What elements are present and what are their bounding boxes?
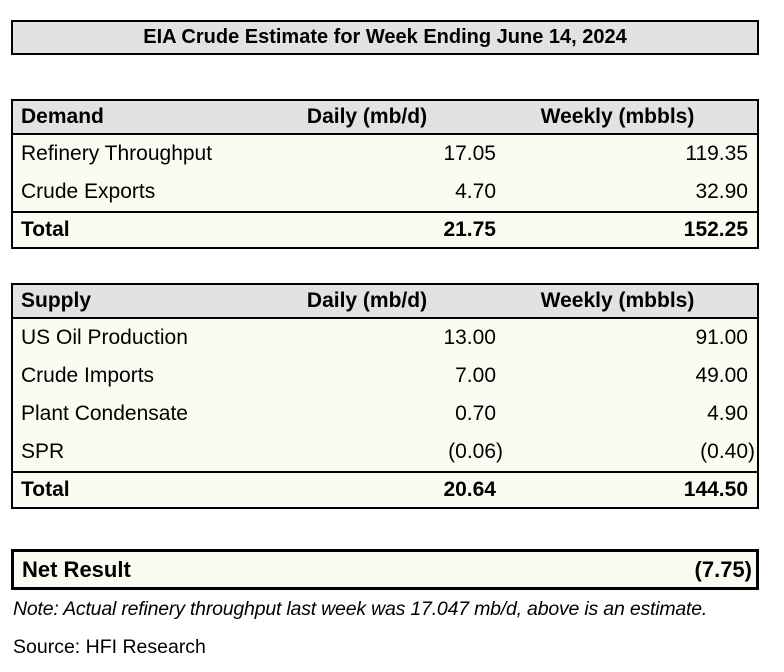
table-row: US Oil Production 13.00 91.00	[13, 319, 757, 357]
row-weekly-value: 119.35	[685, 142, 748, 165]
row-weekly-value: 91.00	[695, 326, 748, 349]
demand-table: Demand Daily (mb/d) Weekly (mbbls) Refin…	[11, 99, 759, 249]
supply-table: Supply Daily (mb/d) Weekly (mbbls) US Oi…	[11, 283, 759, 509]
demand-header-row: Demand Daily (mb/d) Weekly (mbbls)	[13, 101, 757, 135]
total-weekly-value: 152.25	[683, 218, 748, 241]
demand-header-daily: Daily (mb/d)	[306, 105, 428, 128]
row-daily-value: 13.00	[443, 326, 496, 349]
row-daily-value: (0.06)	[448, 440, 503, 463]
total-label: Total	[21, 478, 70, 501]
table-row: Plant Condensate 0.70 4.90	[13, 395, 757, 433]
row-daily-value: 17.05	[443, 142, 496, 165]
demand-header-weekly: Weekly (mbbls)	[540, 105, 695, 128]
row-weekly-value: (0.40)	[700, 440, 755, 463]
total-weekly-value: 144.50	[683, 478, 748, 501]
supply-header-category: Supply	[21, 289, 92, 312]
table-row: Crude Exports 4.70 32.90	[13, 173, 757, 211]
source-text: Source: HFI Research	[13, 636, 206, 658]
table-row: Crude Imports 7.00 49.00	[13, 357, 757, 395]
row-weekly-value: 32.90	[695, 180, 748, 203]
supply-header-daily: Daily (mb/d)	[306, 289, 428, 312]
row-label: Plant Condensate	[21, 402, 188, 425]
total-label: Total	[21, 218, 70, 241]
row-weekly-value: 4.90	[707, 402, 748, 425]
net-result-bar: Net Result (7.75)	[11, 549, 759, 590]
row-daily-value: 0.70	[455, 402, 496, 425]
demand-total-row: Total 21.75 152.25	[13, 211, 757, 247]
supply-total-row: Total 20.64 144.50	[13, 471, 757, 507]
net-result-value: (7.75)	[694, 556, 752, 582]
note-text: Note: Actual refinery throughput last we…	[13, 598, 708, 620]
demand-header-category: Demand	[21, 105, 104, 128]
report-title: EIA Crude Estimate for Week Ending June …	[11, 20, 759, 55]
total-daily-value: 20.64	[443, 478, 496, 501]
row-label: US Oil Production	[21, 326, 188, 349]
row-daily-value: 7.00	[455, 364, 496, 387]
row-label: Crude Imports	[21, 364, 155, 387]
supply-header-weekly: Weekly (mbbls)	[540, 289, 695, 312]
table-row: SPR (0.06) (0.40)	[13, 433, 757, 471]
row-label: Refinery Throughput	[21, 142, 213, 165]
row-label: Crude Exports	[21, 180, 156, 203]
row-daily-value: 4.70	[455, 180, 496, 203]
table-row: Refinery Throughput 17.05 119.35	[13, 135, 757, 173]
net-result-label: Net Result	[22, 556, 131, 582]
supply-header-row: Supply Daily (mb/d) Weekly (mbbls)	[13, 285, 757, 319]
row-label: SPR	[21, 440, 65, 463]
report-title-text: EIA Crude Estimate for Week Ending June …	[143, 26, 627, 48]
row-weekly-value: 49.00	[695, 364, 748, 387]
total-daily-value: 21.75	[443, 218, 496, 241]
